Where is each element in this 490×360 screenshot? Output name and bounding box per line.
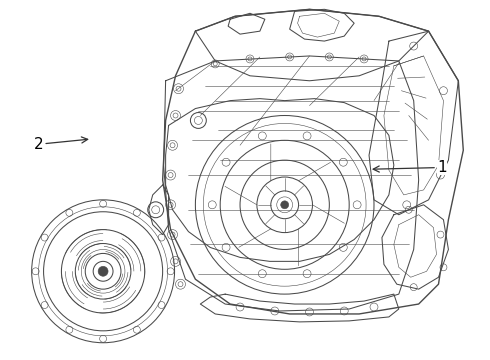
Text: 2: 2 [34,137,88,152]
Circle shape [281,201,289,209]
Text: 1: 1 [373,160,447,175]
Circle shape [98,266,108,276]
